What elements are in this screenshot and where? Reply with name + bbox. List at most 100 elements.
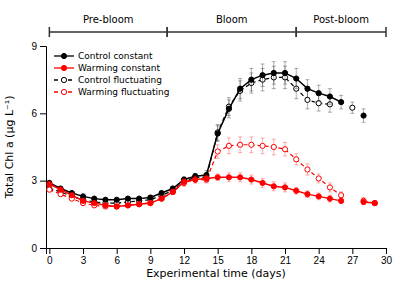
error-bar: [317, 174, 321, 183]
error-bar: [238, 137, 242, 153]
point: [238, 175, 243, 180]
y-tick: 6: [31, 108, 46, 119]
x-tick-mark: [251, 248, 252, 254]
point: [271, 184, 276, 189]
point: [170, 189, 175, 194]
series: [47, 173, 378, 209]
point: [316, 176, 321, 181]
point: [226, 175, 231, 180]
y-axis-title: Total Chl a (μg L⁻¹): [3, 95, 16, 199]
x-tick-label: 18: [246, 255, 258, 266]
point: [114, 204, 119, 209]
point: [103, 203, 108, 208]
error-bar: [261, 138, 265, 154]
y-tick-mark: [40, 46, 46, 47]
x-axis-title: Experimental time (days): [146, 267, 286, 280]
error-bar: [294, 187, 298, 194]
point: [170, 189, 175, 194]
y-tick-mark: [40, 181, 46, 182]
error-bar: [204, 175, 208, 182]
legend-marker: [61, 89, 66, 94]
point: [125, 203, 130, 208]
x-tick-label: 21: [280, 255, 292, 266]
x-tick-label: 0: [47, 255, 53, 266]
y-tick-label: 0: [31, 243, 37, 254]
point: [327, 185, 332, 190]
error-bar: [204, 173, 208, 182]
x-tick-label: 30: [381, 255, 393, 266]
x-tick-mark: [184, 248, 185, 254]
x-tick-mark: [49, 248, 50, 254]
point: [159, 196, 164, 201]
x-tick: 30: [381, 248, 393, 266]
legend-marker: [61, 77, 66, 82]
x-tick-label: 3: [81, 255, 87, 266]
point: [125, 203, 130, 208]
x-tick-mark: [218, 248, 219, 254]
point: [305, 97, 310, 102]
error-bar: [249, 68, 253, 90]
point: [226, 143, 231, 148]
phase-label: Pre-bloom: [83, 14, 134, 25]
point: [114, 197, 119, 202]
x-tick-mark: [117, 248, 118, 254]
point: [316, 194, 321, 199]
point: [148, 195, 153, 200]
error-bar: [171, 190, 175, 194]
y-tick: 3: [31, 175, 46, 186]
error-bar: [305, 191, 309, 198]
error-bar: [305, 164, 309, 175]
x-tick-label: 12: [179, 255, 191, 266]
phase-bracket: [49, 27, 167, 37]
error-bar: [272, 182, 276, 191]
x-tick-label: 15: [213, 255, 225, 266]
error-bar: [328, 183, 332, 192]
x-tick-mark: [285, 248, 286, 254]
legend-marker: [61, 65, 66, 70]
point: [282, 70, 287, 75]
series: [47, 66, 355, 206]
series: [47, 137, 378, 209]
x-tick-mark: [352, 248, 353, 254]
point: [238, 86, 243, 91]
error-bar: [261, 64, 265, 86]
legend-marker: [61, 53, 66, 58]
plot-area: [47, 62, 378, 209]
x-tick-label: 24: [314, 255, 326, 266]
error-bar: [227, 138, 231, 154]
y-tick: 9: [31, 41, 46, 52]
point: [282, 147, 287, 152]
chart: 0369121518212427300369Experimental time …: [0, 0, 400, 282]
point: [159, 196, 164, 201]
y-tick-label: 6: [31, 108, 37, 119]
x-tick: 24: [314, 248, 326, 266]
line: [49, 73, 363, 200]
point: [92, 201, 97, 206]
point: [204, 176, 209, 181]
phase-bracket: [167, 27, 296, 37]
error-bar: [317, 193, 321, 200]
point: [215, 131, 220, 136]
point: [372, 201, 377, 206]
legend-label: Control fluctuating: [78, 75, 162, 85]
point: [249, 177, 254, 182]
x-tick-mark: [386, 248, 387, 254]
point: [294, 157, 299, 162]
error-bar: [283, 62, 287, 84]
error-bar: [227, 173, 231, 182]
legend-label: Warming constant: [78, 63, 161, 73]
error-bar: [362, 109, 366, 122]
error-bar: [47, 187, 51, 191]
y-tick-label: 3: [31, 175, 37, 186]
point: [137, 196, 142, 201]
point: [148, 201, 153, 206]
x-tick: 3: [81, 248, 87, 266]
point: [47, 181, 52, 186]
error-bar: [238, 173, 242, 182]
x-tick-mark: [83, 248, 84, 254]
legend-item: Warming constant: [54, 63, 161, 73]
point: [58, 187, 63, 192]
point: [327, 94, 332, 99]
error-bar: [305, 80, 309, 98]
error-bar: [362, 200, 366, 204]
